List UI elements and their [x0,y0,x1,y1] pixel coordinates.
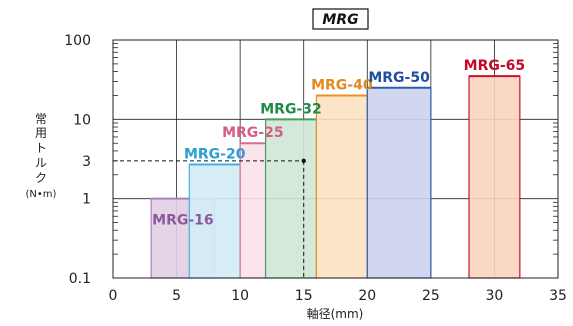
reference-dashed-lines [113,158,306,278]
bar-mrg-65 [468,75,521,279]
x-tick-label: 20 [358,288,376,304]
y-tick-label: 0.1 [69,271,91,287]
bar-label-mrg-65: MRG-65 [464,58,526,74]
bar-mrg-32 [264,118,318,279]
x-tick-label: 0 [109,288,118,304]
bar-label-mrg-50: MRG-50 [368,70,430,86]
y-tick-label: 3 [82,154,91,170]
y-axis-title: 常 用 ト ル ク (N•m) [26,112,57,200]
y-axis-title-char: 用 [35,126,47,140]
x-tick-label: 5 [172,288,181,304]
bars-group [150,75,521,279]
x-tick-label: 30 [486,288,504,304]
plot-frame [112,39,559,279]
bar-label-mrg-25: MRG-25 [222,125,284,141]
y-tick-label: 1 [82,192,91,208]
y-axis-title-char: ト [35,141,47,155]
x-tick-label: 15 [295,288,313,304]
y-axis-title-char: ル [35,156,47,170]
y-axis-title-char: 常 [35,112,47,126]
bar-mrg-40 [315,94,368,279]
bar-label-mrg-20: MRG-20 [184,146,246,162]
x-tick-label: 25 [422,288,440,304]
bar-mrg-50 [366,87,432,279]
bar-label-mrg-32: MRG-32 [260,101,322,117]
y-axis-title-unit: (N•m) [26,189,57,200]
bar-mrg-25 [239,142,267,279]
y-tick-labels: 100 10 3 1 0.1 [64,33,91,287]
bar-label-mrg-40: MRG-40 [311,77,373,93]
title-box [312,8,369,30]
x-tick-label: 35 [549,288,567,304]
x-tick-label: 10 [231,288,249,304]
y-axis-title-char: ク [35,171,47,185]
x-tick-labels: 0 5 10 15 20 25 30 35 [109,288,567,304]
x-axis-title: 軸径(mm) [307,307,364,321]
y-tick-label: 10 [73,112,91,128]
reference-point [301,158,306,164]
y-tick-label: 100 [64,33,91,49]
bar-label-mrg-16: MRG-16 [152,213,214,229]
chart-title: MRG [322,12,358,28]
